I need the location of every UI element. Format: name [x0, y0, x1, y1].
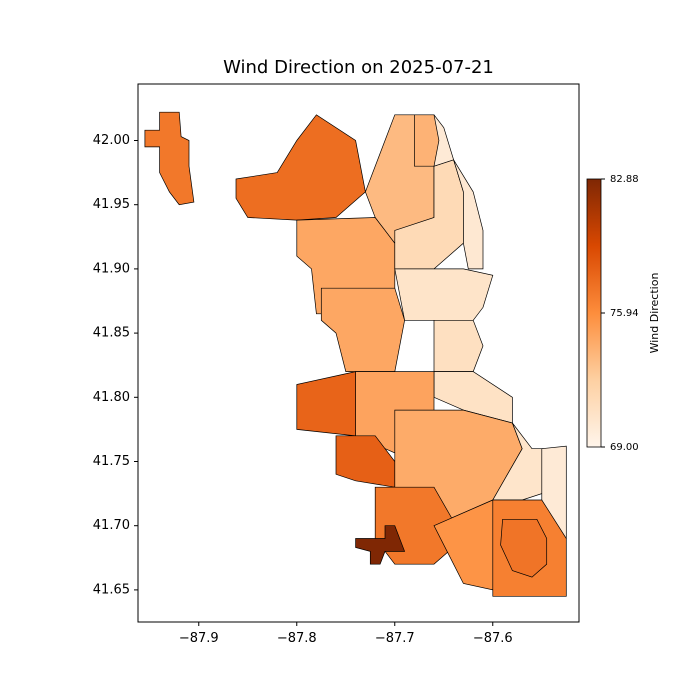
x-tick-label: −87.6: [473, 631, 513, 646]
y-tick-label: 41.85: [93, 326, 130, 341]
map-regions: [144, 111, 567, 597]
colorbar-tick-label: 75.94: [610, 308, 639, 319]
y-tick-label: 41.75: [93, 454, 130, 469]
colorbar: 69.00 75.94 82.88 Wind Direction: [586, 174, 661, 453]
y-tick-label: 42.00: [93, 133, 130, 148]
region-lake-calumet: [500, 518, 548, 578]
colorbar-title: Wind Direction: [648, 273, 661, 354]
region-west-side: [320, 287, 405, 372]
region-rogers-park: [414, 114, 440, 167]
y-tick-label: 41.95: [93, 197, 130, 212]
colorbar-tick-label: 69.00: [610, 442, 639, 453]
region-garfield-ridge: [296, 371, 356, 437]
x-axis: −87.9 −87.8 −87.7 −87.6: [179, 622, 513, 646]
x-tick-label: −87.7: [375, 631, 415, 646]
chart-title: Wind Direction on 2025-07-21: [223, 57, 494, 78]
y-tick-label: 41.90: [93, 261, 130, 276]
colorbar-tick-label: 82.88: [610, 174, 639, 185]
region-ohare: [144, 111, 195, 206]
region-lakefront-north: [453, 159, 484, 270]
region-loop-south: [433, 319, 484, 372]
region-near-north: [394, 268, 494, 321]
y-tick-label: 41.70: [93, 518, 130, 533]
plot-frame: [137, 83, 580, 623]
y-axis: 41.65 41.70 41.75 41.80 41.85 41.90 41.95 42.00: [93, 133, 138, 597]
x-tick-label: −87.9: [179, 631, 219, 646]
region-morgan-park: [355, 525, 406, 565]
colorbar-gradient: [586, 178, 602, 448]
y-tick-label: 41.80: [93, 390, 130, 405]
region-far-north-west: [235, 114, 366, 221]
x-tick-label: −87.8: [277, 631, 317, 646]
y-tick-label: 41.65: [93, 582, 130, 597]
